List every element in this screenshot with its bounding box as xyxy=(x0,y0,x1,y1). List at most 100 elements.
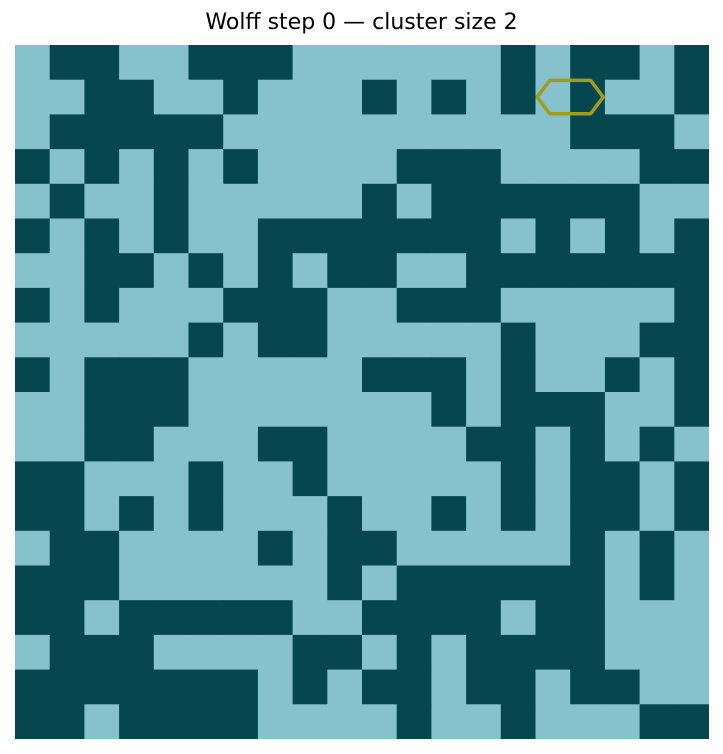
spin-cell xyxy=(604,45,641,81)
spin-cell xyxy=(362,79,398,115)
spin-cell xyxy=(84,218,120,254)
spin-cell xyxy=(15,322,51,358)
spin-cell xyxy=(500,114,537,150)
spin-cell xyxy=(84,634,120,671)
spin-cell xyxy=(362,704,398,739)
spin-cell xyxy=(119,496,155,532)
spin-cell xyxy=(292,114,328,150)
spin-cell xyxy=(119,669,155,705)
spin-cell xyxy=(431,461,467,497)
spin-cell xyxy=(639,357,675,393)
spin-cell xyxy=(327,149,363,185)
spin-cell xyxy=(84,253,120,289)
spin-cell xyxy=(49,426,85,462)
spin-cell xyxy=(188,426,224,462)
spin-cell xyxy=(153,253,190,289)
spin-cell xyxy=(604,565,641,601)
spin-cell xyxy=(188,634,224,671)
spin-cell xyxy=(153,426,190,462)
spin-cell xyxy=(674,392,709,428)
spin-cell xyxy=(570,461,606,497)
spin-cell xyxy=(292,218,328,254)
spin-cell xyxy=(674,461,709,497)
spin-cell xyxy=(257,149,294,185)
spin-cell xyxy=(396,565,432,601)
spin-cell xyxy=(257,530,294,567)
spin-cell xyxy=(188,253,224,289)
spin-cell xyxy=(119,600,155,636)
spin-cell xyxy=(396,600,432,636)
spin-cell xyxy=(674,79,709,115)
spin-cell xyxy=(396,218,432,254)
spin-cell xyxy=(570,45,606,81)
spin-cell xyxy=(15,114,51,150)
spin-cell xyxy=(15,565,51,601)
spin-cell xyxy=(257,183,294,220)
spin-cell xyxy=(223,704,259,739)
spin-cell xyxy=(188,600,224,636)
spin-cell xyxy=(292,322,328,358)
spin-cell xyxy=(466,287,502,324)
spin-cell xyxy=(49,565,85,601)
spin-cell xyxy=(500,149,537,185)
spin-cell xyxy=(362,496,398,532)
spin-cell xyxy=(119,565,155,601)
spin-cell xyxy=(535,183,571,220)
spin-cell xyxy=(396,634,432,671)
spin-cell xyxy=(188,287,224,324)
spin-cell xyxy=(639,496,675,532)
spin-cell xyxy=(362,218,398,254)
spin-cell xyxy=(257,704,294,739)
spin-cell xyxy=(84,357,120,393)
spin-cell xyxy=(223,496,259,532)
spin-cell xyxy=(153,149,190,185)
spin-cell xyxy=(674,426,709,462)
spin-cell xyxy=(639,322,675,358)
spin-cell xyxy=(362,634,398,671)
spin-cell xyxy=(431,322,467,358)
spin-cell xyxy=(396,530,432,567)
spin-cell xyxy=(223,530,259,567)
spin-cell xyxy=(257,600,294,636)
spin-cell xyxy=(188,218,224,254)
spin-cell xyxy=(466,565,502,601)
spin-cell xyxy=(119,114,155,150)
spin-cell xyxy=(257,426,294,462)
spin-cell xyxy=(257,669,294,705)
spin-cell xyxy=(49,218,85,254)
spin-cell xyxy=(49,600,85,636)
spin-cell xyxy=(292,426,328,462)
spin-cell xyxy=(49,183,85,220)
spin-cell xyxy=(466,79,502,115)
spin-cell xyxy=(223,149,259,185)
spin-cell xyxy=(500,426,537,462)
spin-cell xyxy=(188,322,224,358)
spin-cell xyxy=(49,322,85,358)
spin-cell xyxy=(327,45,363,81)
spin-cell xyxy=(327,496,363,532)
spin-cell xyxy=(604,392,641,428)
spin-cell xyxy=(119,183,155,220)
spin-cell xyxy=(396,392,432,428)
spin-cell xyxy=(84,392,120,428)
spin-cell xyxy=(500,704,537,739)
spin-cell xyxy=(466,149,502,185)
spin-cell xyxy=(604,79,641,115)
spin-cell xyxy=(639,79,675,115)
spin-cell xyxy=(119,149,155,185)
spin-cell xyxy=(15,426,51,462)
spin-cell xyxy=(257,322,294,358)
spin-cell xyxy=(49,45,85,81)
spin-cell xyxy=(119,218,155,254)
spin-cell xyxy=(431,530,467,567)
spin-cell xyxy=(15,45,51,81)
spin-cell xyxy=(362,149,398,185)
spin-cell xyxy=(119,79,155,115)
spin-cell xyxy=(362,45,398,81)
spin-cell xyxy=(223,287,259,324)
spin-cell xyxy=(153,183,190,220)
spin-cell xyxy=(327,392,363,428)
spin-cell xyxy=(223,634,259,671)
spin-cell xyxy=(466,669,502,705)
spin-cell xyxy=(535,426,571,462)
